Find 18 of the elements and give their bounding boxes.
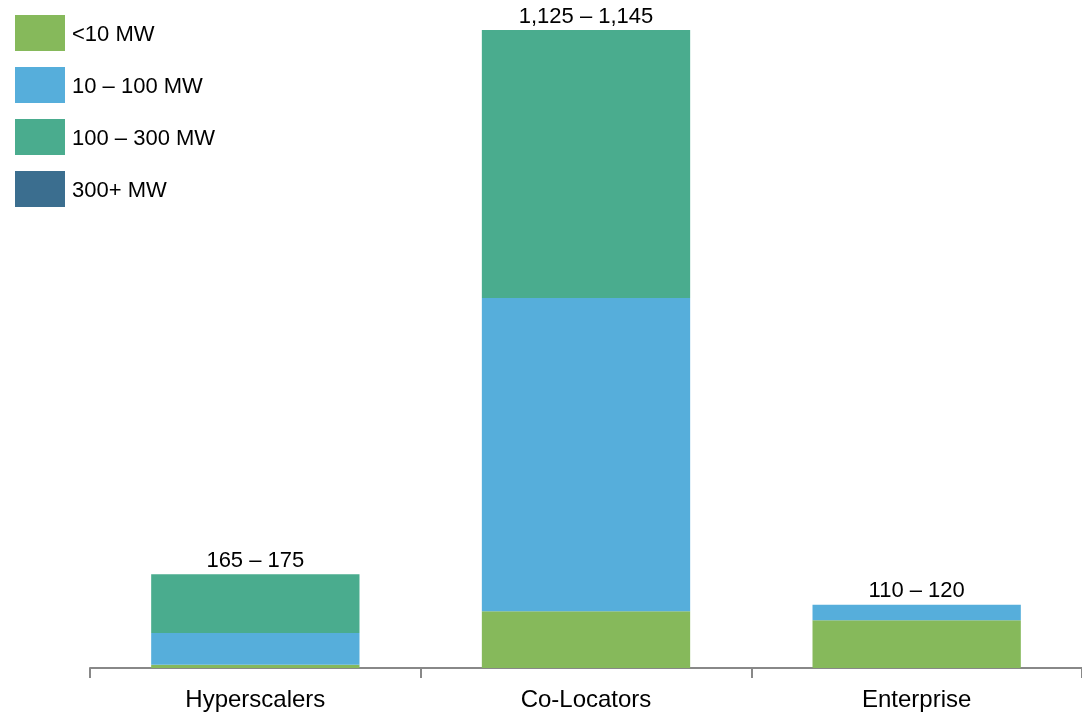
- bar: [481, 297, 691, 612]
- bar: [812, 604, 1021, 621]
- legend-label: 100 – 300 MW: [72, 124, 216, 150]
- x-tick-label: Hyperscalers: [185, 684, 326, 712]
- bar: [151, 632, 360, 665]
- total-label: 1,125 – 1,145: [518, 2, 654, 28]
- x-tick-label: Co-Locators: [520, 684, 652, 712]
- bar: [481, 611, 691, 668]
- total-label: 165 – 175: [206, 546, 305, 572]
- legend-label: <10 MW: [72, 20, 155, 46]
- total-label: 110 – 120: [868, 577, 965, 603]
- bar: [151, 574, 360, 633]
- legend-label: 300+ MW: [72, 176, 167, 202]
- x-tick-label: Enterprise: [861, 684, 972, 712]
- bar: [812, 620, 1021, 668]
- legend-label: 10 – 100 MW: [72, 72, 204, 98]
- bar: [151, 664, 360, 668]
- bar: [481, 30, 691, 298]
